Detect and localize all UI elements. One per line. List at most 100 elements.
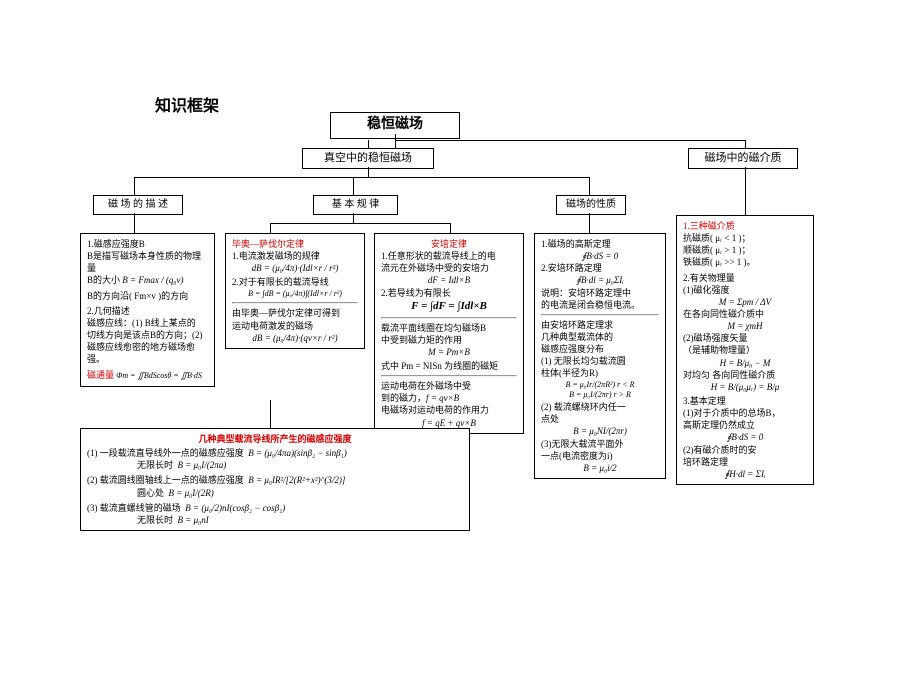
ampere-title: 安培定律 bbox=[381, 238, 517, 250]
f: B = μ₀IR²/[2(R²+x²)^(3/2)] bbox=[248, 475, 345, 485]
t: 无限长时 bbox=[137, 460, 173, 470]
t: 培环路定理 bbox=[683, 456, 807, 468]
t: (2)有磁介质时的安 bbox=[683, 444, 807, 456]
f: B = ∫dB = (μ₀/4π)∫(Idl×r / r²) bbox=[232, 289, 358, 300]
media-title: 1.三种磁介质 bbox=[683, 220, 807, 232]
t: (2) 载流圆线圈轴线上一点的磁感应强度 bbox=[87, 475, 244, 485]
f: H = B/μ₀ − M bbox=[683, 357, 807, 369]
t: 流元在外磁场中受的安培力 bbox=[381, 262, 517, 274]
f: B = μ₀I/(2πa) bbox=[178, 460, 227, 470]
f: B = μ₀nI bbox=[178, 515, 209, 525]
f: B = (μ₀/2)nI(cosβ₂ − cosβ₁) bbox=[185, 503, 285, 513]
t: 2.若导线为有限长 bbox=[381, 287, 517, 299]
t: 式中 Pm = NISn 为线圈的磁矩 bbox=[381, 360, 517, 372]
t: (1) 一段载流直导线外一点的磁感应强度 bbox=[87, 448, 244, 458]
t: (1)磁化强度 bbox=[683, 284, 807, 296]
f: F = ∫dF = ∫Idl×B bbox=[381, 299, 517, 314]
t: 中受到磁力矩的作用 bbox=[381, 334, 517, 346]
t: 无限长时 bbox=[137, 515, 173, 525]
t: 运动电荷在外磁场中受 bbox=[381, 380, 517, 392]
conn bbox=[589, 177, 590, 195]
t: 点处 bbox=[541, 413, 659, 425]
conn bbox=[368, 140, 369, 148]
t: 在各向同性磁介质中 bbox=[683, 308, 807, 320]
conn bbox=[395, 140, 745, 141]
t: 2.对于有限长的载流导线 bbox=[232, 276, 358, 288]
t: 1.任意形状的载流导线上的电 bbox=[381, 250, 517, 262]
node-prop: 磁场的性质 bbox=[556, 195, 626, 215]
conn bbox=[589, 213, 590, 233]
t: （是辅助物理量） bbox=[683, 344, 807, 356]
t: 2.有关物理量 bbox=[683, 272, 807, 284]
conn bbox=[745, 140, 746, 148]
prop-label: 磁场的性质 bbox=[566, 199, 616, 210]
t: 铁磁质( μᵣ >> 1 )。 bbox=[683, 256, 807, 268]
f: B = μ₀I/(2πr) r > R bbox=[541, 390, 659, 401]
f: ∮B·dl = μ₀ΣIᵢ bbox=[541, 274, 659, 286]
t: 1.磁场的高斯定理 bbox=[541, 238, 659, 250]
f: B = μ₀Ir/(2πR²) r < R bbox=[541, 380, 659, 391]
t: 1.电流激发磁场的规律 bbox=[232, 250, 358, 262]
t: 顺磁质( μᵣ > 1 )； bbox=[683, 244, 807, 256]
t: 柱体(半径为R) bbox=[541, 367, 659, 379]
f: ∮H·dl = ΣIᵢ bbox=[683, 468, 807, 480]
t: B是描写磁场本身性质的物理量 bbox=[87, 250, 208, 274]
f: H = B/(μ₀μᵣ) = B/μ bbox=[683, 381, 807, 393]
box-desc-content: 1.磁感应强度B B是描写磁场本身性质的物理量 B的大小 B = Fmax / … bbox=[80, 233, 215, 387]
t: 磁感应线：(1) B线上某点的 bbox=[87, 317, 208, 329]
node-laws: 基 本 规 律 bbox=[313, 195, 398, 215]
t: 磁感应线愈密的地方磁场愈强。 bbox=[87, 341, 208, 365]
t: 对均匀 各向同性磁介质 bbox=[683, 369, 807, 381]
t: (3) 载流直螺线管的磁场 bbox=[87, 503, 181, 513]
conn bbox=[134, 177, 135, 195]
t: 3.基本定理 bbox=[683, 395, 807, 407]
f: dB = (μ₀/4π)·(qv×r / r²) bbox=[232, 332, 358, 344]
t: 2.几何描述 bbox=[87, 305, 208, 317]
box-prop-content: 1.磁场的高斯定理 ∮B·dS = 0 2.安培环路定理 ∮B·dl = μ₀Σ… bbox=[534, 233, 666, 479]
t: 几种典型载流体的 bbox=[541, 331, 659, 343]
t: (2) 载流螺绕环内任一 bbox=[541, 401, 659, 413]
conn bbox=[353, 213, 354, 223]
box-ampere: 安培定律 1.任意形状的载流导线上的电 流元在外磁场中受的安培力 dF = Id… bbox=[374, 233, 524, 434]
examples-title: 几种典型载流导线所产生的磁感应强度 bbox=[87, 433, 463, 445]
t: 电磁场对运动电荷的作用力 bbox=[381, 404, 517, 416]
conn bbox=[745, 167, 746, 215]
f: M = χmH bbox=[683, 320, 807, 332]
f: B = Fmax / (q₀v) bbox=[122, 275, 183, 285]
t: 圆心处 bbox=[137, 488, 164, 498]
bs-title: 毕奥—萨伐尔定律 bbox=[232, 238, 358, 250]
t: 磁感应强度分布 bbox=[541, 343, 659, 355]
f: B = μ₀i/2 bbox=[541, 462, 659, 474]
f: M = Σpm / ΔV bbox=[683, 296, 807, 308]
t: 载流平面线圈在均匀磁场B bbox=[381, 322, 517, 334]
box-biot-savart: 毕奥—萨伐尔定律 1.电流激发磁场的规律 dB = (μ₀/4π)·(Idl×r… bbox=[225, 233, 365, 349]
flux-label: 磁通量 bbox=[87, 370, 114, 380]
f: B = (μ₀/4πa)(sinβ₂ − sinβ₁) bbox=[248, 448, 347, 458]
t: B的大小 bbox=[87, 275, 120, 285]
t: (1) 无限长均匀载流圆 bbox=[541, 355, 659, 367]
t: 高斯定理仍然成立 bbox=[683, 419, 807, 431]
f: ∮B·dS = 0 bbox=[541, 250, 659, 262]
t: 到的磁力， bbox=[381, 393, 426, 403]
t: (1)对于介质中的总场B， bbox=[683, 407, 807, 419]
t: B的方向沿( Fm×v )的方向 bbox=[87, 290, 208, 302]
media-label: 磁场中的磁介质 bbox=[705, 152, 782, 164]
page-title: 知识框架 bbox=[155, 92, 219, 116]
t: 由毕奥—萨伐尔定律可得到 bbox=[232, 307, 358, 319]
node-media: 磁场中的磁介质 bbox=[688, 148, 798, 169]
conn bbox=[395, 134, 396, 148]
root-label: 稳恒磁场 bbox=[367, 117, 423, 132]
box-examples: 几种典型载流导线所产生的磁感应强度 (1) 一段载流直导线外一点的磁感应强度 B… bbox=[80, 428, 470, 531]
conn bbox=[270, 400, 271, 428]
node-vacuum: 真空中的稳恒磁场 bbox=[302, 148, 434, 169]
conn bbox=[450, 223, 451, 233]
t: 抗磁质( μᵣ < 1 )； bbox=[683, 232, 807, 244]
t: 一点(电流密度为i) bbox=[541, 450, 659, 462]
f: Φm = ∬BdScosθ = ∬B·dS bbox=[116, 371, 202, 380]
f: f = qE + qv×B bbox=[381, 417, 517, 429]
node-desc: 磁 场 的 描 述 bbox=[93, 195, 183, 215]
conn bbox=[270, 223, 450, 224]
t: 运动电荷激发的磁场 bbox=[232, 320, 358, 332]
conn bbox=[368, 167, 369, 177]
f: B = μ₀I/(2R) bbox=[169, 488, 214, 498]
